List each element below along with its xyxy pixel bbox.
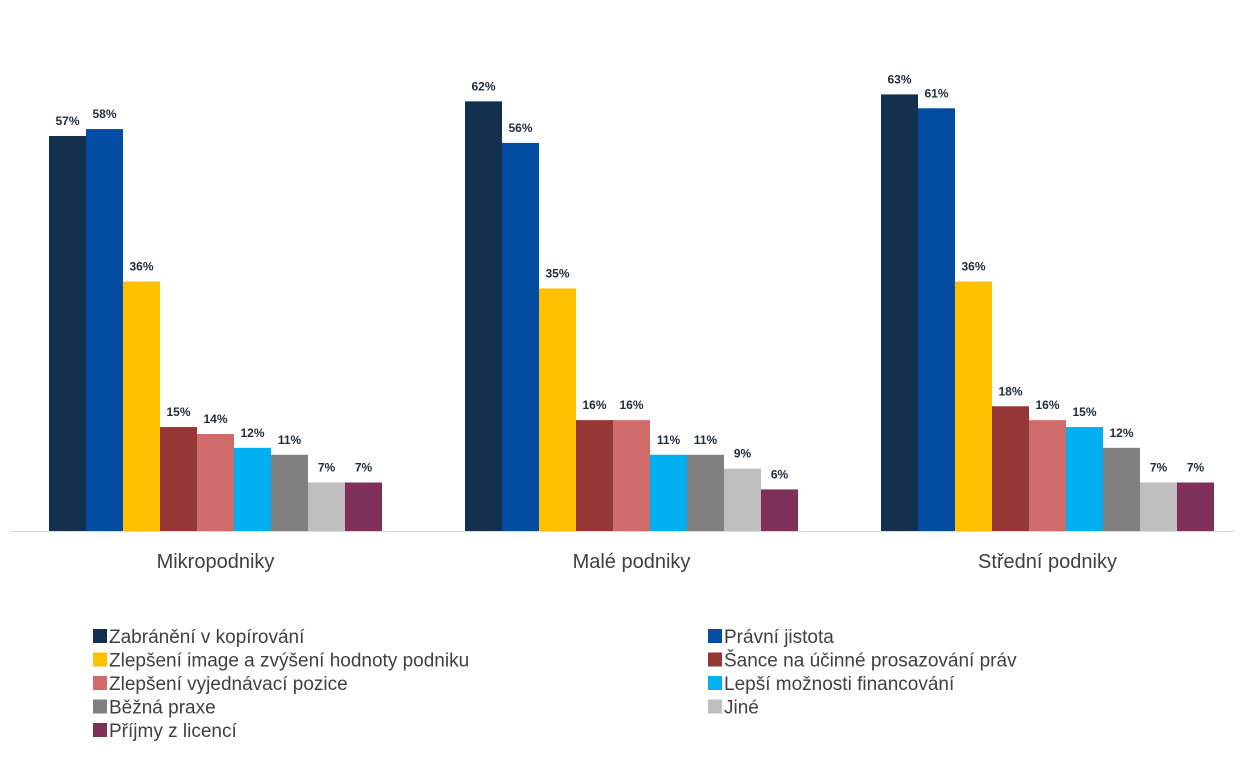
legend-label-3: Zlepšení image a zvýšení hodnoty podniku — [109, 651, 469, 672]
data-label-3-4: 18% — [998, 384, 1022, 398]
bar-2-5 — [613, 420, 650, 531]
data-label-3-1: 63% — [887, 72, 911, 86]
data-label-1-4: 15% — [166, 405, 190, 419]
data-label-1-9: 7% — [355, 460, 373, 474]
data-label-2-7: 11% — [694, 433, 718, 447]
data-label-1-5: 14% — [203, 412, 227, 426]
data-label-2-5: 16% — [619, 398, 643, 412]
data-label-3-6: 15% — [1072, 405, 1096, 419]
data-label-1-7: 11% — [278, 433, 302, 447]
bar-1-8 — [308, 482, 345, 531]
data-label-1-3: 36% — [129, 260, 153, 274]
data-label-1-2: 58% — [92, 107, 116, 121]
data-label-2-9: 6% — [771, 467, 789, 481]
bar-3-8 — [1140, 482, 1177, 531]
legend-swatch-6 — [708, 676, 722, 690]
legend-label-2: Právní jistota — [724, 627, 834, 648]
legend-swatch-8 — [708, 699, 722, 714]
data-label-2-8: 9% — [734, 447, 752, 461]
bar-2-4 — [576, 420, 613, 531]
data-label-2-4: 16% — [582, 398, 606, 412]
legend-swatch-1 — [93, 629, 107, 643]
legend-label-1: Zabránění v kopírování — [109, 627, 305, 648]
data-label-3-7: 12% — [1109, 426, 1133, 440]
bar-1-1 — [49, 135, 86, 532]
category-label-1: Mikropodniky — [157, 551, 275, 573]
data-label-1-6: 12% — [240, 426, 264, 440]
data-label-2-3: 35% — [545, 266, 569, 280]
legend-label-5: Zlepšení vyjednávací pozice — [109, 674, 348, 695]
data-label-3-8: 7% — [1150, 460, 1168, 474]
bar-2-3 — [539, 288, 576, 531]
bar-3-9 — [1177, 482, 1214, 531]
bar-1-9 — [345, 482, 382, 531]
bar-2-6 — [650, 454, 687, 531]
bar-2-9 — [761, 489, 798, 531]
legend-label-4: Šance na účinné prosazování práv — [724, 650, 1017, 672]
data-label-2-1: 62% — [471, 79, 495, 93]
data-label-1-1: 57% — [55, 114, 79, 128]
bar-3-1 — [881, 94, 918, 531]
bar-1-6 — [234, 447, 271, 531]
category-label-2: Malé podniky — [573, 551, 691, 573]
legend-swatch-7 — [93, 699, 107, 714]
bar-1-5 — [197, 433, 234, 531]
bar-1-4 — [160, 427, 197, 531]
data-label-3-2: 61% — [924, 86, 948, 100]
bar-2-2 — [502, 142, 539, 532]
legend-swatch-4 — [708, 652, 722, 667]
bar-2-8 — [724, 468, 761, 531]
bar-3-5 — [1029, 420, 1066, 531]
bar-3-6 — [1066, 427, 1103, 531]
legend-label-8: Jiné — [724, 698, 759, 719]
legend-swatch-5 — [93, 676, 107, 690]
data-label-3-5: 16% — [1035, 398, 1059, 412]
bar-3-2 — [918, 108, 955, 532]
bar-3-7 — [1103, 447, 1140, 531]
category-label-3: Střední podniky — [978, 551, 1117, 573]
bar-1-7 — [271, 454, 308, 531]
bar-2-7 — [687, 454, 724, 531]
legend-label-7: Běžná praxe — [109, 698, 216, 719]
data-label-3-3: 36% — [961, 260, 985, 274]
legend-label-9: Příjmy z licencí — [109, 721, 237, 742]
legend-swatch-3 — [93, 652, 107, 667]
legend-label-6: Lepší možnosti financování — [724, 674, 955, 695]
bar-3-4 — [992, 406, 1029, 531]
data-label-2-2: 56% — [508, 121, 532, 135]
bar-1-3 — [123, 281, 160, 531]
data-label-2-6: 11% — [657, 433, 681, 447]
data-label-3-9: 7% — [1187, 460, 1205, 474]
bar-3-3 — [955, 281, 992, 531]
bar-2-1 — [465, 101, 502, 531]
legend-swatch-9 — [93, 723, 107, 737]
legend-swatch-2 — [708, 629, 722, 643]
bar-1-2 — [86, 129, 123, 531]
data-label-1-8: 7% — [318, 460, 336, 474]
